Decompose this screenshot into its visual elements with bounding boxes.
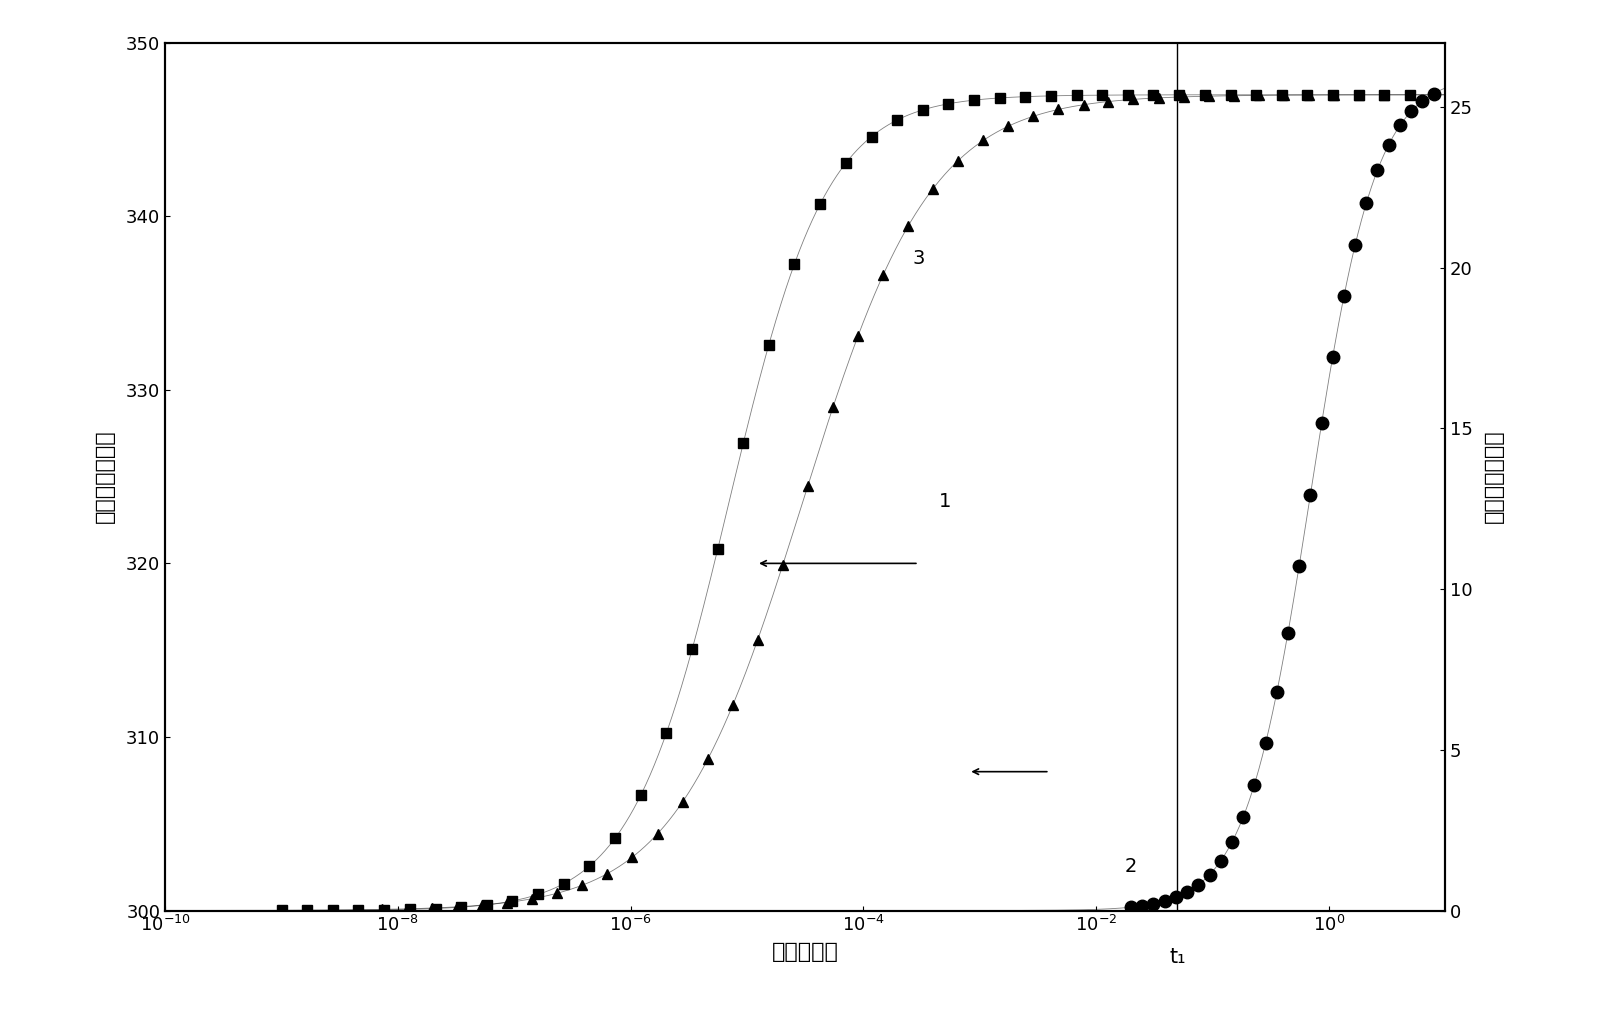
Text: t₁: t₁ (1169, 947, 1185, 967)
Text: 2: 2 (1124, 857, 1137, 876)
Y-axis label: 温差（开尔文）: 温差（开尔文） (1484, 430, 1505, 523)
Text: 1: 1 (939, 492, 951, 512)
Y-axis label: 温度（开尔文）: 温度（开尔文） (94, 430, 115, 523)
Text: 3: 3 (913, 249, 924, 268)
X-axis label: 时间（秒）: 时间（秒） (772, 942, 838, 963)
